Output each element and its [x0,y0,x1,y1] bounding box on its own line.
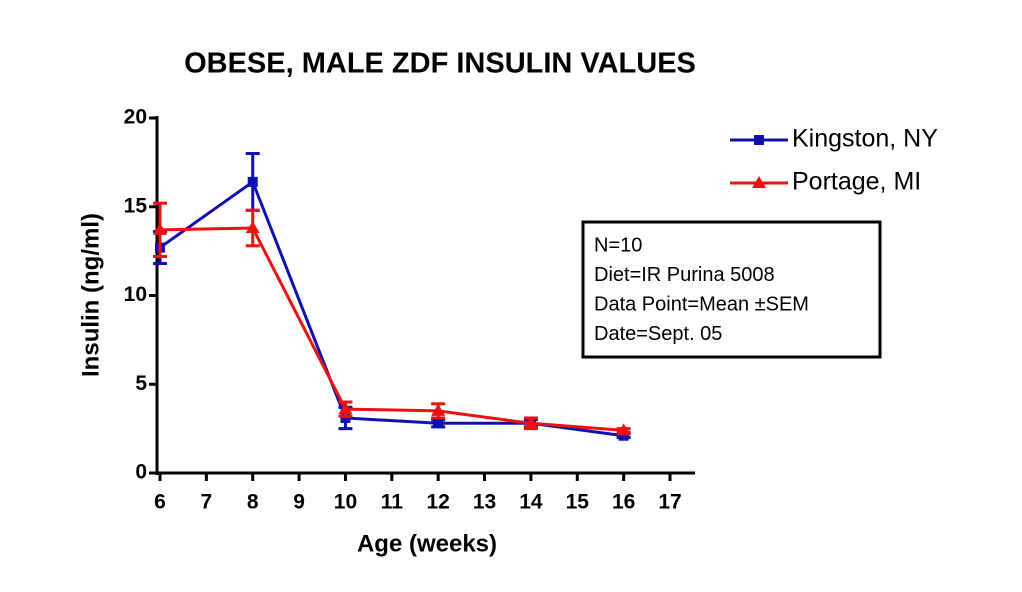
y-tick-label: 0 [135,461,147,484]
chart-title: OBESE, MALE ZDF INSULIN VALUES [184,48,696,80]
data-point [338,402,353,415]
y-axis-label: Insulin (ng/ml) [77,213,104,377]
data-point [153,222,167,235]
data-point [340,412,351,423]
x-tick-label: 13 [473,491,496,514]
data-point [618,430,629,441]
y-tick-label: 20 [124,106,147,129]
x-axis-label: Age (weeks) [357,530,497,557]
x-tick-label: 10 [334,491,357,514]
data-point [431,403,446,416]
annotation-line: Data Point=Mean ±SEM [594,293,809,315]
data-point [247,176,258,187]
legend-label: Portage, MI [792,168,921,196]
x-tick-label: 14 [519,491,543,514]
legend-marker [754,135,764,145]
series-line [159,179,624,438]
x-tick-label: 8 [247,491,259,514]
data-point [433,418,444,429]
y-tick-label: 5 [135,372,147,395]
x-tick-label: 15 [566,491,590,514]
x-tick-label: 6 [154,491,166,514]
annotation-box [581,220,882,359]
legend-label: Kingston, NY [792,125,938,153]
data-point [616,423,631,436]
annotation-line: N=10 [594,234,642,256]
annotation-line: Date=Sept. 05 [594,323,722,345]
x-tick-label: 17 [658,491,681,514]
data-point [245,221,260,234]
y-tick-label: 10 [124,283,147,306]
x-tick-label: 16 [612,491,635,514]
series-line [159,226,624,432]
x-tick-label: 7 [201,491,213,514]
annotation-line: Diet=IR Purina 5008 [594,264,775,286]
legend-marker [752,176,766,188]
x-tick-label: 12 [427,491,450,514]
y-tick-label: 15 [124,194,148,217]
x-tick-label: 11 [381,491,404,514]
x-tick-label: 9 [293,491,305,514]
data-point [523,416,538,429]
